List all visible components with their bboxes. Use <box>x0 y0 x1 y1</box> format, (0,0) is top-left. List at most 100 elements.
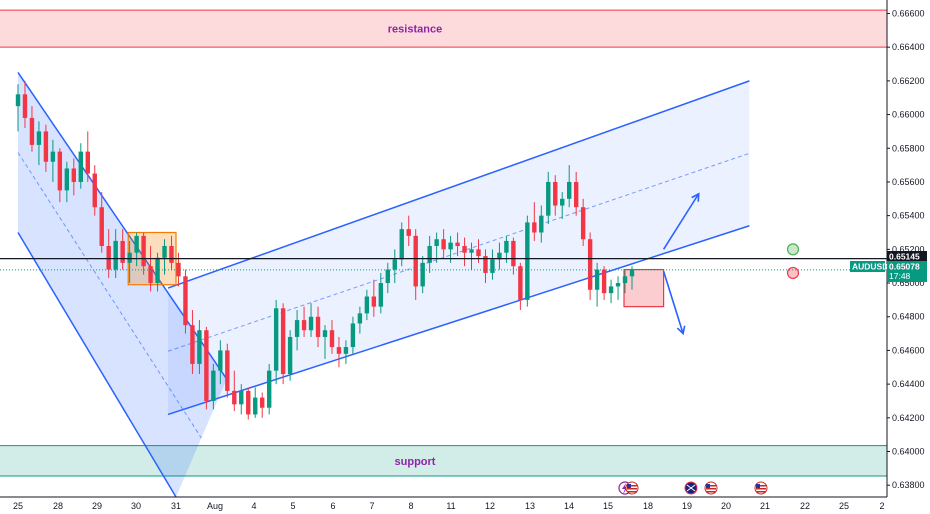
time-tick-label: 11 <box>446 501 455 511</box>
candle-body <box>239 390 244 405</box>
time-tick-label: 15 <box>603 501 613 511</box>
price-tick-label: 0.65600 <box>892 177 925 187</box>
time-axis-panel[interactable] <box>0 497 887 514</box>
price-tick-label: 0.66000 <box>892 110 925 120</box>
candle-body <box>99 207 104 246</box>
candle-body <box>106 245 111 270</box>
candle-body <box>532 222 537 233</box>
candle-body <box>308 316 314 331</box>
au-flag-icon[interactable] <box>684 481 698 495</box>
price-tick-label: 0.64400 <box>892 379 925 389</box>
time-axis[interactable]: 25 28 29 30 31 Aug 4 5 6 7 8 11 12 13 14 15 18 19 20 21 22 25… <box>13 501 885 511</box>
candle-body <box>266 370 272 408</box>
candle-body <box>490 259 495 273</box>
candle-body <box>413 235 418 287</box>
time-tick-label: 25 <box>839 501 849 511</box>
resistance-label: resistance <box>388 24 442 36</box>
candle-body <box>434 239 439 246</box>
projection-arrow-2 <box>662 271 684 334</box>
candle-body <box>615 283 621 287</box>
price-tick-label: 0.64000 <box>892 447 925 457</box>
candle-body <box>232 390 237 405</box>
level-tag-box <box>887 251 927 262</box>
time-tick-label: 2 <box>879 501 884 511</box>
time-tick-label: 30 <box>131 501 141 511</box>
candle-body <box>294 320 300 337</box>
candle-body <box>483 256 488 273</box>
candle-body <box>420 262 425 287</box>
candle-body <box>169 245 174 263</box>
candle-body <box>225 350 230 391</box>
candle-body <box>253 397 258 415</box>
candle-body <box>622 276 628 284</box>
candle-body <box>85 151 90 174</box>
price-tick-label: 0.63800 <box>892 480 925 490</box>
marker-circle-1 <box>786 243 800 256</box>
candle-body <box>155 257 160 284</box>
candle-body <box>455 242 460 246</box>
candle-body <box>322 330 328 337</box>
event-icons[interactable] <box>618 481 768 495</box>
time-tick-label: 19 <box>682 501 692 511</box>
price-axis[interactable]: 0.66600 0.66400 0.66200 0.66000 0.65800 0.656… <box>887 8 925 490</box>
price-tick-label: 0.65400 <box>892 211 925 221</box>
time-tick-label: 20 <box>721 501 731 511</box>
us-flag-icon[interactable] <box>754 481 768 495</box>
candle-body <box>476 249 481 257</box>
candle-body <box>287 336 293 375</box>
candle-body <box>301 320 307 331</box>
candle-body <box>427 245 432 263</box>
candle-body <box>553 181 558 206</box>
marker-circle-2 <box>786 266 800 280</box>
candle-body <box>50 151 56 162</box>
candle-body <box>43 131 49 162</box>
time-tick-label: 8 <box>408 501 413 511</box>
time-tick-label: 31 <box>171 501 181 511</box>
time-tick-label: 22 <box>800 501 810 511</box>
price-tick-label: 0.65800 <box>892 143 925 153</box>
candle-body <box>336 347 342 354</box>
time-tick-label: 4 <box>251 501 256 511</box>
time-tick-label: 14 <box>564 501 574 511</box>
candle-body <box>273 308 279 371</box>
candle-body <box>218 350 223 371</box>
candle-body <box>260 397 265 408</box>
candle-body <box>378 283 384 307</box>
candle-body <box>120 240 125 263</box>
candle-body <box>92 173 97 208</box>
candle-body <box>71 168 77 182</box>
price-tick-label: 0.65200 <box>892 244 925 254</box>
support-zone <box>0 445 887 476</box>
candle-body <box>392 259 397 270</box>
candle-body <box>343 347 349 354</box>
candle-body <box>601 269 607 294</box>
time-tick-label: 21 <box>760 501 770 511</box>
price-tick-label: 0.64600 <box>892 345 925 355</box>
candle-body <box>385 269 390 284</box>
candle-body <box>350 323 356 348</box>
candle-body <box>246 390 251 415</box>
us-flag-icon[interactable] <box>704 481 718 495</box>
symbol-tag-box <box>850 261 885 272</box>
descending-channel-lower <box>17 232 177 498</box>
candle-body <box>546 181 551 216</box>
us-flag-icon[interactable] <box>625 481 639 495</box>
ascending-channel-fill <box>168 80 750 415</box>
candle-body <box>525 222 530 300</box>
candle-body <box>511 240 516 267</box>
bar-countdown-text: 17:48 <box>889 271 911 281</box>
candle-body <box>134 235 139 253</box>
time-tick-label: 29 <box>92 501 102 511</box>
candle-body <box>518 266 523 300</box>
candle-body <box>15 94 21 107</box>
ascending-channel-upper <box>167 80 750 289</box>
candle-body <box>462 245 467 253</box>
arrow-head-icon <box>676 325 686 336</box>
candle-body <box>329 330 335 348</box>
candle-body <box>441 239 446 250</box>
symbol-price-tag: AUDUSD 0.65078 17:48 <box>850 261 927 282</box>
candles-layer <box>15 80 635 420</box>
time-tick-label: 13 <box>525 501 535 511</box>
